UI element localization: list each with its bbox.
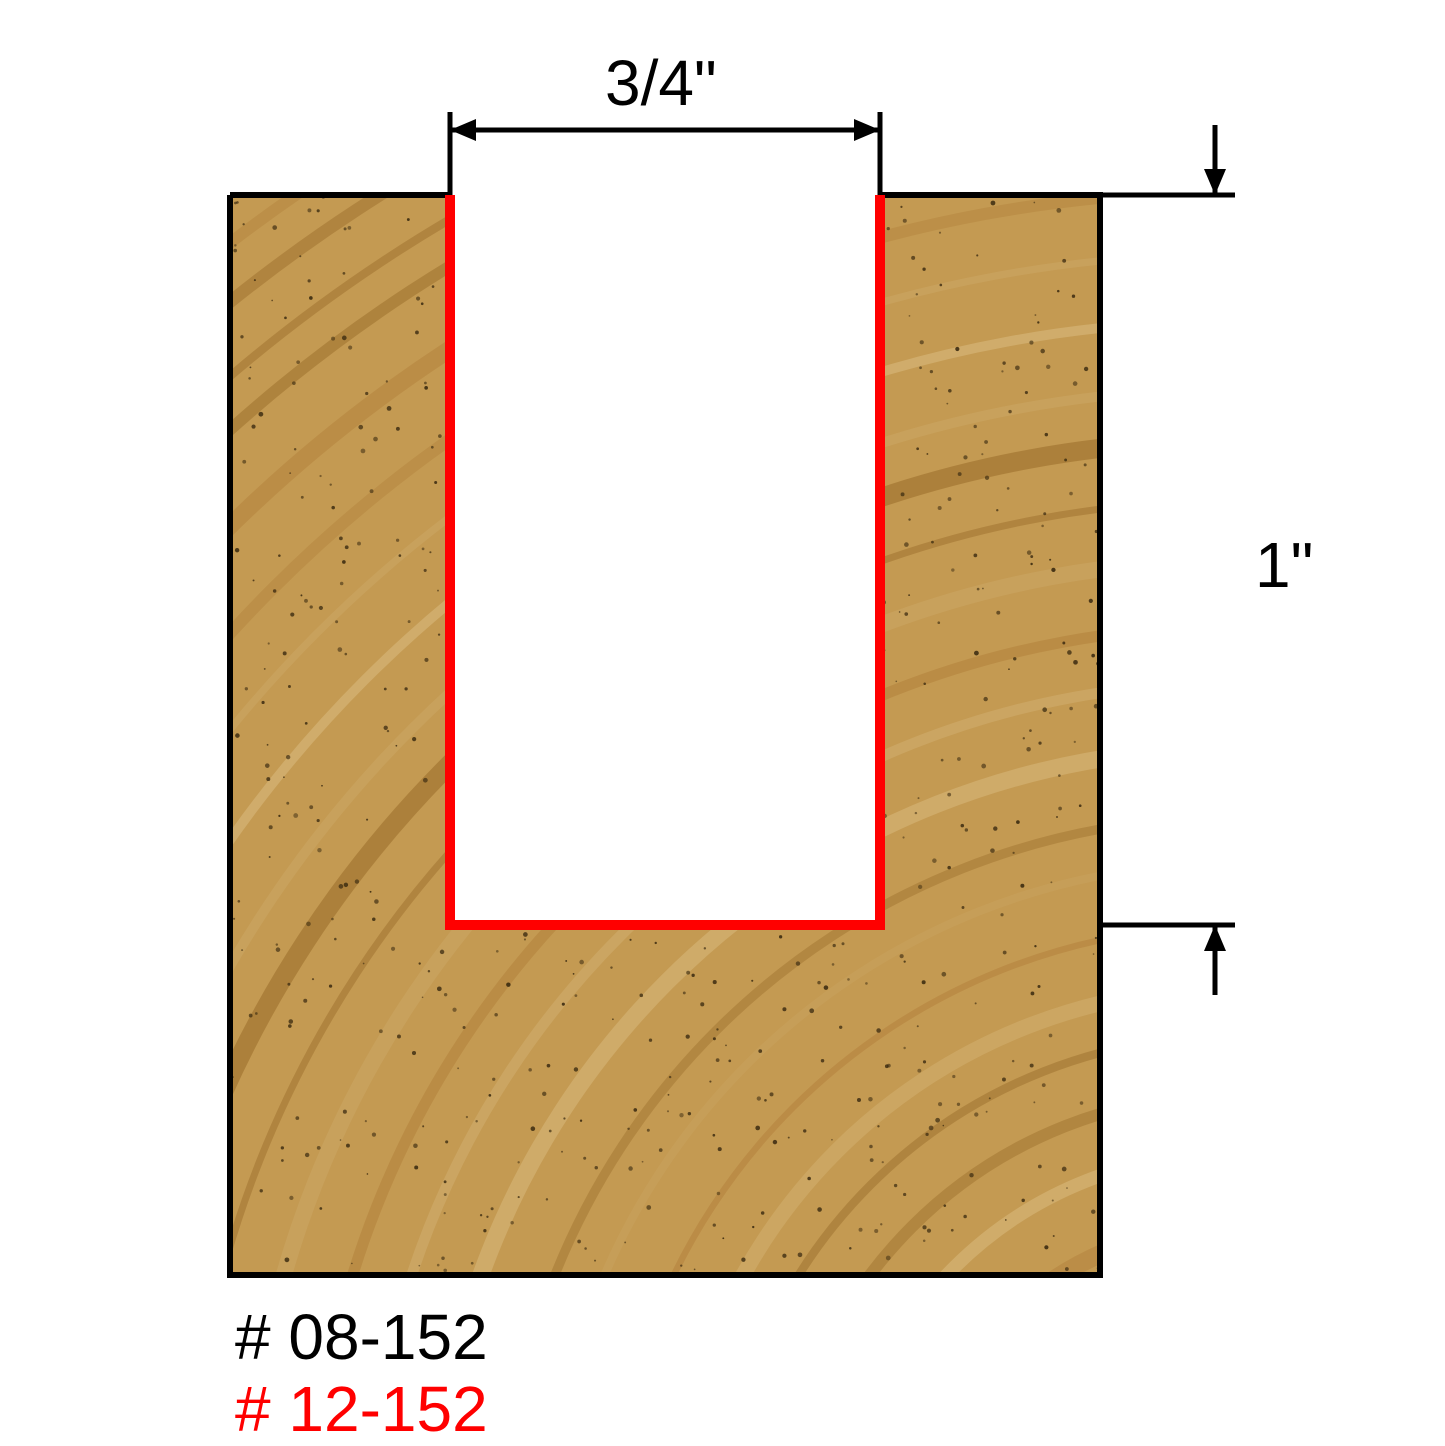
diagram-stage: 3/4" 1" # 08-152 # 12-152 xyxy=(0,0,1445,1445)
dimension-height-label: 1" xyxy=(1255,528,1313,602)
part-number-secondary: # 12-152 xyxy=(235,1372,488,1446)
cut-profile-outline xyxy=(450,195,880,925)
part-number-primary: # 08-152 xyxy=(235,1300,488,1374)
dimension-width-label: 3/4" xyxy=(605,46,717,120)
dimension-height xyxy=(1100,125,1235,995)
dimension-width xyxy=(450,112,880,195)
profile-svg xyxy=(0,0,1445,1445)
wood-block xyxy=(0,0,1445,1445)
